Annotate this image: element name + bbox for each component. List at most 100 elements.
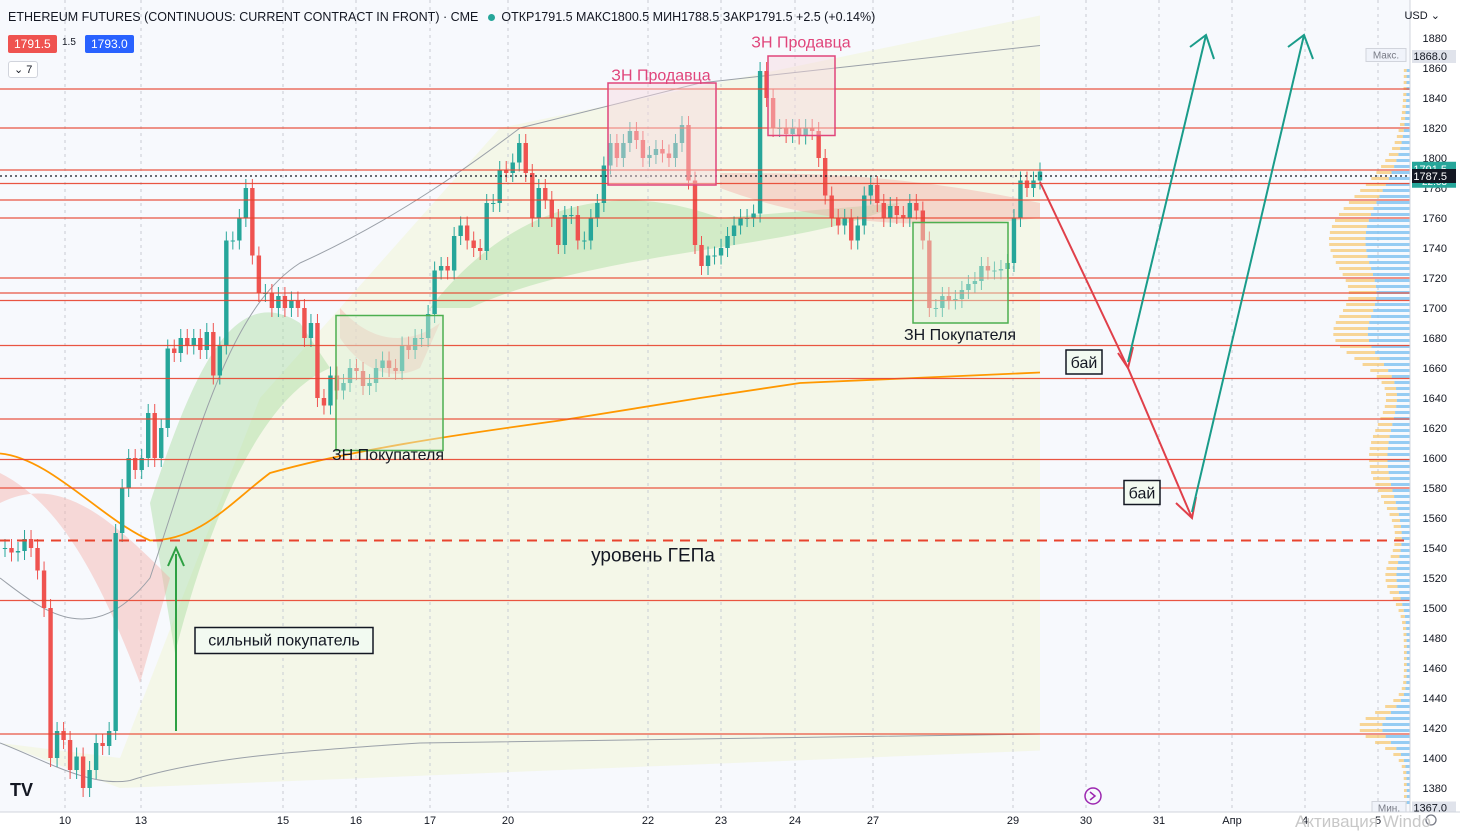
x-tick-label: 20 [502,815,514,827]
profile-bar [1402,99,1407,102]
candle-body [250,188,255,256]
profile-bar [1390,555,1400,558]
candle-body [530,173,535,218]
candle-body [770,98,776,128]
zone-box [607,82,717,186]
candle-body [9,548,14,553]
profile-bar [1387,459,1410,462]
profile-bar [1366,249,1410,252]
profile-bar [1365,183,1386,186]
candle-body [106,731,112,746]
profile-bar [1370,369,1389,372]
indicators-toggle[interactable]: ⌄ 7 [8,61,39,78]
profile-bar [1406,69,1410,72]
buy-box [1065,349,1103,375]
candle-body [458,225,463,236]
profile-bar [1395,537,1402,540]
profile-bar [1398,591,1410,594]
zone-label: ЗН Покупателя [904,327,1016,344]
candle-body [764,71,769,98]
profile-bar [1406,93,1410,96]
profile-bar [1329,231,1366,234]
candle-body [28,539,34,548]
profile-bar [1396,747,1410,750]
y-tick-label: 1520 [1423,573,1447,585]
profile-bar [1374,279,1410,282]
sell-price-button[interactable]: 1791.5 [8,35,57,53]
annotations: уровень ГЕПа сильный покупатель бай бай TV [10,33,1314,805]
profile-bar [1335,261,1370,264]
chevron-down-icon: ⌄ [1427,10,1440,22]
windows-watermark: Активация Windo [1295,812,1431,831]
moving-average [0,371,1041,542]
profile-bar [1371,315,1410,318]
profile-bar [1395,603,1403,606]
candle-body [725,236,730,248]
candle-body [113,533,118,731]
profile-bar [1339,315,1372,318]
profile-bar [1403,609,1410,612]
profile-bar [1406,675,1410,678]
candle-body [862,195,867,226]
tradingview-logo: TV [10,780,33,800]
spread-value: 1.5 [62,37,76,48]
candle-body [438,266,444,271]
buy-price-button[interactable]: 1793.0 [85,35,134,53]
y-tick-label: 1400 [1423,753,1447,765]
profile-bar [1371,441,1389,444]
candle-body [412,338,418,350]
y-tick-label: 1420 [1423,723,1447,735]
candle-body [569,215,574,216]
candle-body [445,266,450,271]
profile-bar [1403,633,1407,636]
y-tick-label: 1740 [1423,243,1447,255]
profile-bar [1388,369,1410,372]
max-tag [1365,48,1407,62]
profile-bar [1396,579,1410,582]
profile-bar [1365,735,1386,738]
candle-body [816,131,821,158]
projection-up-2 [1191,34,1305,513]
candle-body [256,255,262,293]
profile-bar [1403,771,1407,774]
profile-bar [1403,795,1407,798]
y-tick-label: 1880 [1423,33,1447,45]
candle-body [243,188,249,218]
candle-body [601,165,607,203]
max-value-tag [1412,50,1456,63]
x-tick-label: 22 [642,815,654,827]
y-tick-label: 1560 [1423,513,1447,525]
profile-bar [1384,405,1397,408]
candle-body [621,143,626,158]
candle-body [536,188,541,218]
profile-bar [1367,225,1410,228]
min-label: Мин. [1378,804,1400,815]
price-axis [1410,0,1460,831]
profile-bar [1385,705,1397,708]
settings-gear-icon [1425,814,1437,826]
candle-body [67,740,73,770]
profile-bar [1401,537,1410,540]
profile-bar [1369,465,1388,468]
candle-body [191,338,196,346]
buy-label: бай [1129,486,1156,503]
channel-fill [0,15,1040,788]
profile-bar [1390,741,1410,744]
y-tick-label: 1480 [1423,633,1447,645]
candle-body [132,458,138,470]
profile-bar [1403,75,1407,78]
profile-bar [1388,153,1399,156]
profile-bar [1401,531,1410,534]
profile-bar [1387,465,1410,468]
ohlc-readout: ОТКР1791.5 МАКС1800.5 МИН1788.5 ЗАКР1791… [501,10,876,24]
candle-body [972,281,978,284]
symbol-header: ETHEREUM FUTURES (CONTINUOUS: CURRENT CO… [8,10,875,24]
symbol-title[interactable]: ETHEREUM FUTURES (CONTINUOUS: CURRENT CO… [8,10,479,24]
profile-bar [1406,657,1410,660]
zone-label: ЗН Продавца [611,68,711,85]
profile-bar [1390,429,1410,432]
grid [64,0,1379,812]
currency-select[interactable]: USD ⌄ [1404,9,1440,22]
profile-bar [1389,513,1399,516]
